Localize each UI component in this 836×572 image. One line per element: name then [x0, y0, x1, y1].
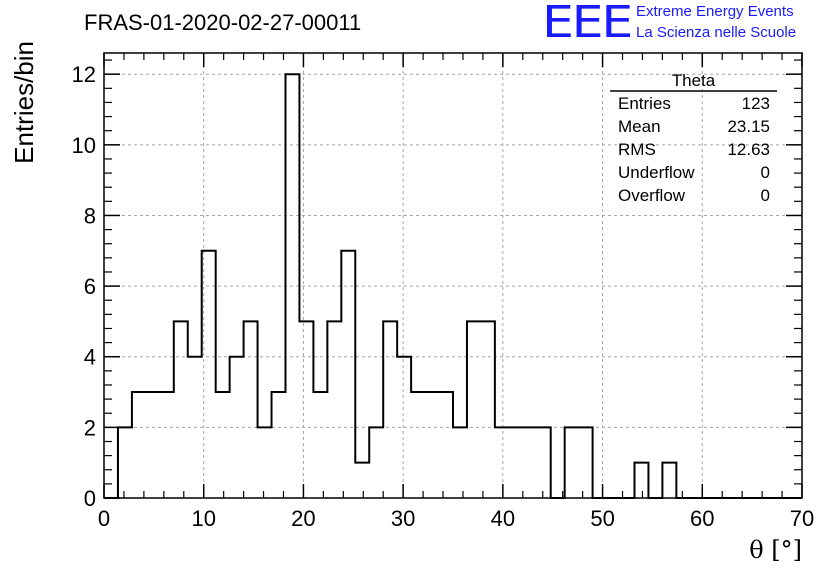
histogram-bin [467, 321, 481, 498]
histogram-bin [495, 427, 509, 498]
x-axis-title: θ [°] [749, 536, 802, 564]
histogram-outline [104, 73, 802, 499]
histogram-bin [662, 463, 676, 498]
histogram-bin [634, 463, 648, 498]
histogram-bin [509, 427, 523, 498]
histogram-bin [272, 392, 286, 498]
histogram-bin [579, 427, 593, 498]
run-title: FRAS-01-2020-02-27-00011 [84, 10, 362, 35]
y-axis-title: Entries/bin [9, 41, 39, 164]
histogram-bin [355, 463, 369, 498]
histogram-bin [341, 251, 355, 498]
stats-title: Theta [671, 71, 716, 90]
histogram-bin [327, 321, 341, 498]
y-tick-label: 10 [72, 133, 96, 158]
histogram-bin [216, 392, 230, 498]
y-tick-label: 0 [84, 486, 96, 511]
histogram-bin [383, 321, 397, 498]
y-tick-label: 2 [84, 415, 96, 440]
stats-value: 123 [741, 94, 770, 113]
histogram-bin [537, 427, 551, 498]
histogram-bin [146, 392, 160, 498]
logo-tagline-1: Extreme Energy Events [636, 3, 794, 20]
x-tick-label: 20 [291, 506, 315, 531]
histogram-bin [523, 427, 537, 498]
stats-value: 23.15 [727, 117, 770, 136]
x-tick-label: 50 [590, 506, 614, 531]
histogram-bin [132, 392, 146, 498]
y-tick-label: 8 [84, 203, 96, 228]
y-tick-label: 4 [84, 345, 96, 370]
y-tick-label: 12 [72, 62, 96, 87]
stats-label: Mean [618, 117, 661, 136]
histogram-bin [160, 392, 174, 498]
histogram-bin [425, 392, 439, 498]
stats-label: RMS [618, 140, 656, 159]
stats-label: Underflow [618, 163, 695, 182]
x-tick-label: 60 [690, 506, 714, 531]
histogram-bin [565, 427, 579, 498]
x-tick-label: 40 [491, 506, 515, 531]
histogram-bin [313, 392, 327, 498]
x-tick-label: 30 [391, 506, 415, 531]
stats-value: 0 [760, 186, 770, 205]
stats-value: 12.63 [727, 140, 770, 159]
histogram-bin [258, 427, 272, 498]
histogram-bin [411, 392, 425, 498]
histogram-bin [118, 427, 132, 498]
stats-value: 0 [760, 163, 770, 182]
eee-logo: EEE [542, 0, 633, 48]
histogram-bin [453, 427, 467, 498]
histogram-bin [174, 321, 188, 498]
histogram-bin [299, 321, 313, 498]
y-tick-label: 6 [84, 274, 96, 299]
histogram-bin [481, 321, 495, 498]
plot-frame [103, 52, 803, 499]
x-tick-label: 0 [98, 506, 110, 531]
histogram-bin [244, 321, 258, 498]
stats-label: Overflow [618, 186, 686, 205]
x-tick-label: 10 [191, 506, 215, 531]
stats-label: Entries [618, 94, 671, 113]
x-tick-label: 70 [790, 506, 814, 531]
histogram-bin [439, 392, 453, 498]
logo-tagline-2: La Scienza nelle Scuole [636, 24, 797, 41]
histogram-bin [369, 427, 383, 498]
